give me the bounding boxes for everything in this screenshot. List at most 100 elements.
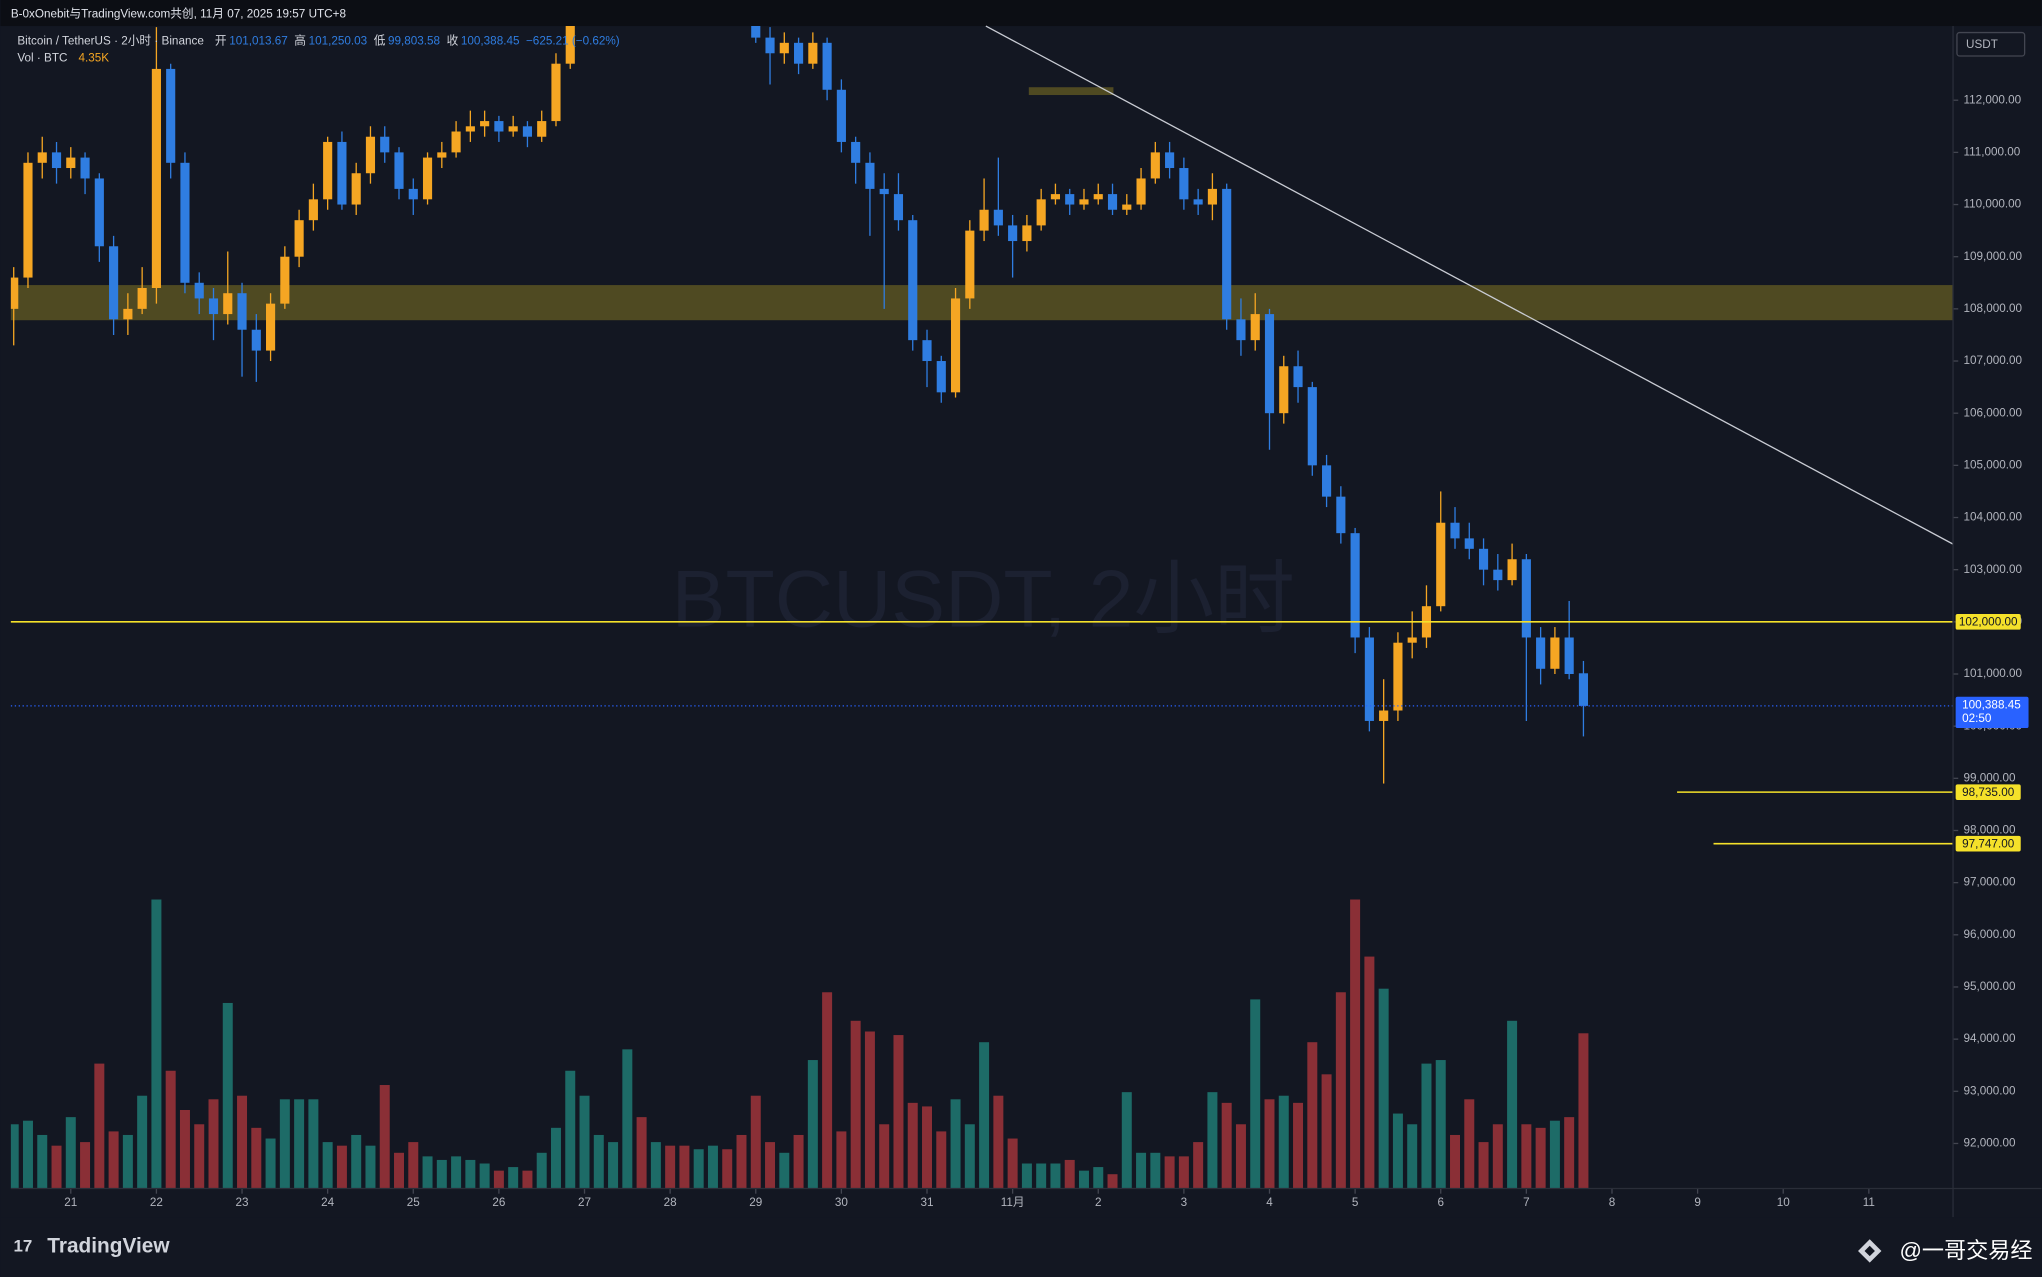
candle-body <box>1193 199 1203 205</box>
volume-bar <box>979 1042 990 1189</box>
footer <box>0 1217 2042 1277</box>
candle-body <box>1250 314 1260 341</box>
volume-bar <box>222 1002 233 1189</box>
candle-body <box>208 298 219 315</box>
volume-bar <box>1207 1092 1218 1189</box>
candle-body <box>437 152 447 158</box>
candle-body <box>1550 637 1560 669</box>
volume-bar <box>22 1120 33 1189</box>
support-zone <box>10 285 1954 321</box>
x-tick-label: 9 <box>1694 1196 1701 1209</box>
candle-body <box>123 308 133 320</box>
candle-body <box>508 126 518 132</box>
volume-bar <box>1093 1167 1104 1189</box>
overlay-layer: 92,000.00 93,000.00 94,000.00 95,000.00 96,0… <box>10 93 2029 1209</box>
volume-bar <box>1464 1099 1475 1189</box>
y-tick-label: 95,000.00 <box>1963 980 2016 993</box>
x-tick-label: 22 <box>150 1196 163 1209</box>
volume-bar <box>237 1095 248 1189</box>
volume-bar <box>1278 1095 1289 1189</box>
volume-bar <box>294 1099 305 1189</box>
candle-body <box>323 141 333 200</box>
x-tick-label: 4 <box>1266 1196 1273 1209</box>
candle-body <box>908 220 918 341</box>
candle-body <box>1379 710 1389 721</box>
volume-bar <box>922 1106 933 1189</box>
volume-bar <box>893 1035 904 1189</box>
y-tick-label: 109,000.00 <box>1963 250 2022 263</box>
volume-bar <box>1007 1138 1018 1189</box>
candle-body <box>1536 637 1546 669</box>
candle-body <box>965 230 975 299</box>
volume-bar <box>351 1134 362 1189</box>
y-tick-label: 103,000.00 <box>1963 563 2022 576</box>
volume-bar <box>508 1167 519 1189</box>
candle-body <box>808 42 818 64</box>
candle-body <box>1122 204 1132 210</box>
y-tick-label: 108,000.00 <box>1963 302 2022 315</box>
candle-body <box>1207 188 1217 205</box>
volume-name: Vol · BTC <box>17 52 67 65</box>
candle-body <box>1307 387 1317 466</box>
candle-body <box>565 26 575 64</box>
candle-body <box>66 157 76 169</box>
candle-body <box>865 162 875 189</box>
x-tick-label: 5 <box>1352 1196 1359 1209</box>
x-tick-label: 27 <box>578 1196 591 1209</box>
candle-body <box>80 157 90 179</box>
x-tick-label: 25 <box>407 1196 421 1209</box>
y-tick-label: 104,000.00 <box>1963 511 2022 524</box>
y-tick-label: 107,000.00 <box>1963 354 2022 367</box>
x-tick-label: 30 <box>835 1196 849 1209</box>
volume-bar <box>1078 1170 1089 1189</box>
volume-bar <box>636 1117 647 1189</box>
candle-body <box>180 162 190 283</box>
x-tick-label: 8 <box>1609 1196 1616 1209</box>
volume-bar <box>37 1134 48 1189</box>
x-tick-label: 3 <box>1181 1196 1188 1209</box>
candle-body <box>1179 168 1189 200</box>
volume-bar <box>779 1152 790 1189</box>
candle-body <box>1264 314 1275 414</box>
volume-bar <box>1378 988 1389 1189</box>
candle-body <box>950 298 961 393</box>
candle-body <box>109 246 119 320</box>
volume-bar <box>679 1145 690 1189</box>
x-tick-label: 28 <box>664 1196 677 1209</box>
y-tick-label: 112,000.00 <box>1963 93 2021 106</box>
candle-body <box>394 152 404 189</box>
volume-bar <box>1193 1142 1204 1189</box>
x-tick-label: 24 <box>321 1196 335 1209</box>
y-tick-label: 111,000.00 <box>1963 145 2020 158</box>
volume-bar <box>451 1156 462 1189</box>
volume-bar <box>1535 1127 1546 1189</box>
x-tick-label: 2 <box>1095 1196 1102 1209</box>
volume-bar <box>665 1145 676 1189</box>
candle-body <box>1393 642 1403 711</box>
volume-bar <box>864 1031 875 1189</box>
price-tag <box>1955 784 2021 800</box>
volume-bar <box>622 1049 633 1189</box>
candle-body <box>1079 199 1089 205</box>
legend-line: Bitcoin / TetherUS · 2小时 · Binance 开 101,… <box>17 34 619 48</box>
volume-bar <box>1564 1117 1575 1189</box>
currency-box <box>1956 31 2026 57</box>
volume-bar <box>1021 1163 1032 1189</box>
volume-bar <box>907 1102 918 1189</box>
volume-bar <box>1364 956 1375 1189</box>
candle-body <box>1507 559 1517 581</box>
volume-bar <box>1350 899 1361 1189</box>
candle-body <box>1322 465 1332 497</box>
candle-body <box>37 152 47 163</box>
candle-body <box>936 361 946 393</box>
candle-body <box>794 42 804 64</box>
top-bar <box>0 0 2042 27</box>
volume-bar <box>94 1063 105 1189</box>
candle-body <box>351 173 361 205</box>
candle-body <box>1107 194 1118 210</box>
volume-bar <box>1435 1060 1446 1189</box>
volume-bar <box>1392 1113 1403 1189</box>
candle-body <box>1493 569 1503 581</box>
candle-body <box>879 188 889 195</box>
volume-bar <box>579 1095 590 1189</box>
